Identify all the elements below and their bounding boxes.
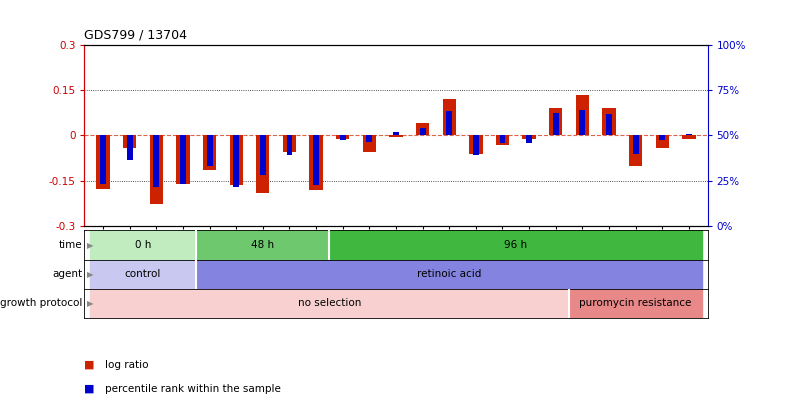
- Bar: [90, 230, 196, 260]
- Bar: [202, 136, 216, 171]
- Bar: [123, 136, 137, 147]
- Bar: [415, 124, 429, 136]
- Text: log ratio: log ratio: [104, 360, 148, 369]
- Bar: [90, 289, 569, 318]
- Bar: [206, 136, 212, 166]
- Bar: [495, 136, 508, 145]
- Bar: [336, 136, 349, 139]
- Bar: [499, 136, 505, 143]
- Text: no selection: no selection: [297, 298, 361, 308]
- Bar: [658, 136, 664, 140]
- Text: ▶: ▶: [87, 299, 93, 308]
- Text: growth protocol: growth protocol: [0, 298, 82, 308]
- Bar: [393, 132, 398, 136]
- Bar: [601, 108, 615, 136]
- Bar: [176, 136, 190, 184]
- Bar: [340, 136, 345, 140]
- Bar: [682, 136, 695, 139]
- Text: puromycin resistance: puromycin resistance: [579, 298, 691, 308]
- Bar: [446, 111, 451, 136]
- Text: 0 h: 0 h: [135, 240, 151, 250]
- Bar: [127, 136, 132, 160]
- Bar: [579, 110, 585, 136]
- Bar: [389, 136, 402, 137]
- Bar: [442, 99, 455, 136]
- Text: control: control: [124, 269, 161, 279]
- Bar: [256, 136, 269, 193]
- Bar: [96, 136, 109, 188]
- Bar: [472, 136, 479, 155]
- Text: retinoic acid: retinoic acid: [417, 269, 481, 279]
- Bar: [552, 113, 558, 136]
- Bar: [419, 128, 425, 136]
- Text: time: time: [59, 240, 82, 250]
- Bar: [180, 136, 185, 184]
- Text: ■: ■: [84, 360, 95, 369]
- Bar: [149, 136, 163, 204]
- Bar: [525, 136, 532, 143]
- Bar: [605, 114, 611, 136]
- Bar: [685, 134, 691, 136]
- Bar: [309, 136, 322, 190]
- Bar: [196, 230, 329, 260]
- Bar: [230, 136, 243, 185]
- Bar: [522, 136, 535, 139]
- Text: ▶: ▶: [87, 241, 93, 249]
- Text: 48 h: 48 h: [251, 240, 274, 250]
- Bar: [196, 260, 701, 289]
- Bar: [654, 136, 668, 147]
- Bar: [233, 136, 238, 187]
- Text: agent: agent: [52, 269, 82, 279]
- Bar: [153, 136, 159, 187]
- Bar: [628, 136, 642, 166]
- Bar: [366, 136, 372, 141]
- Text: 96 h: 96 h: [503, 240, 527, 250]
- Bar: [469, 136, 482, 153]
- Bar: [362, 136, 376, 152]
- Bar: [259, 136, 266, 175]
- Text: GDS799 / 13704: GDS799 / 13704: [84, 29, 187, 42]
- Bar: [286, 136, 292, 155]
- Text: percentile rank within the sample: percentile rank within the sample: [104, 384, 280, 394]
- Text: ■: ■: [84, 384, 95, 394]
- Bar: [548, 108, 561, 136]
- Bar: [575, 94, 589, 136]
- Bar: [100, 136, 106, 184]
- Bar: [569, 289, 701, 318]
- Text: ▶: ▶: [87, 270, 93, 279]
- Bar: [632, 136, 638, 153]
- Bar: [312, 136, 319, 185]
- Bar: [329, 230, 701, 260]
- Bar: [90, 260, 196, 289]
- Bar: [283, 136, 296, 152]
